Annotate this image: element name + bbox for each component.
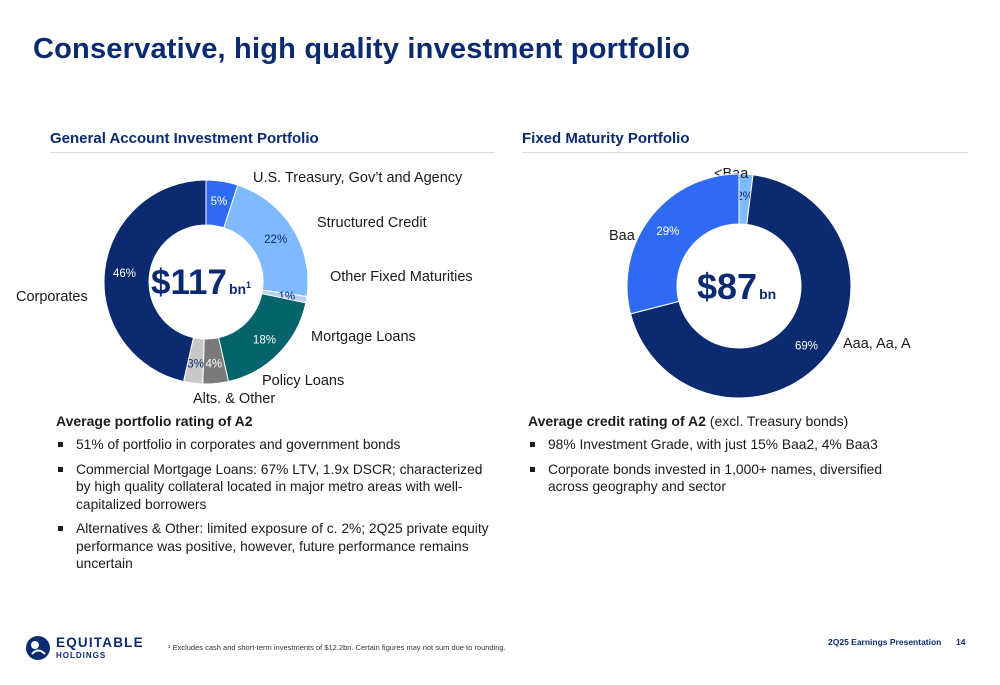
- data-label-structured-credit: 22%: [264, 234, 287, 246]
- company-logo: EQUITABLE HOLDINGS: [22, 633, 162, 663]
- list-item: Commercial Mortgage Loans: 67% LTV, 1.9x…: [54, 461, 499, 514]
- data-label-corporates: 46%: [113, 268, 136, 280]
- category-label-baa: Baa: [609, 228, 636, 244]
- data-label-baa: 2%: [736, 191, 753, 203]
- right-divider: [522, 152, 968, 153]
- list-item: Corporate bonds invested in 1,000+ names…: [526, 461, 926, 496]
- page-number: 14: [956, 637, 966, 647]
- category-label-structured-credit: Structured Credit: [317, 215, 427, 231]
- category-label-aaa-aa-a: Aaa, Aa, A: [843, 336, 911, 352]
- center-total: $117 bn1: [151, 263, 251, 302]
- center-unit: bn: [759, 286, 776, 302]
- list-item: Alternatives & Other: limited exposure o…: [54, 520, 499, 573]
- center-unit: bn: [229, 281, 246, 297]
- general-account-donut-chart: 5% U.S. Treasury, Gov’t and Agency 22% Stru…: [16, 170, 473, 407]
- list-item: 51% of portfolio in corporates and gover…: [54, 436, 499, 454]
- data-label-alts-other: 3%: [187, 358, 204, 370]
- left-lead: Average portfolio rating of A2: [56, 413, 253, 429]
- category-label-corporates: Corporates: [16, 289, 88, 305]
- footnote: ¹ Excludes cash and short-term investmen…: [168, 643, 506, 652]
- list-item: 98% Investment Grade, with just 15% Baa2…: [526, 436, 926, 454]
- presentation-name: 2Q25 Earnings Presentation: [828, 637, 942, 647]
- center-total: $87 bn: [697, 266, 776, 307]
- data-label-u-s-treasury-gov-t-and-agency: 5%: [211, 196, 228, 208]
- center-footnote-marker: 1: [246, 280, 251, 290]
- slice-corporates: [103, 179, 207, 383]
- right-section-heading: Fixed Maturity Portfolio: [522, 130, 690, 147]
- slice-aaa-aa-a: [629, 174, 852, 399]
- page-title: Conservative, high quality investment po…: [33, 33, 691, 65]
- right-lead: Average credit rating of A2 (excl. Treas…: [528, 413, 849, 429]
- category-label-alts-other: Alts. & Other: [193, 391, 275, 407]
- logo-emblem-icon: [26, 636, 50, 660]
- left-bullet-list: 51% of portfolio in corporates and gover…: [54, 436, 499, 580]
- category-label-other-fixed-maturities: Other Fixed Maturities: [330, 269, 473, 285]
- data-label-mortgage-loans: 18%: [253, 335, 276, 347]
- data-label-policy-loans: 4%: [205, 359, 222, 371]
- slice-baa: [626, 173, 740, 315]
- right-bullet-list: 98% Investment Grade, with just 15% Baa2…: [526, 436, 926, 503]
- category-label-policy-loans: Policy Loans: [262, 373, 344, 389]
- left-section-heading: General Account Investment Portfolio: [50, 130, 319, 147]
- data-label-aaa-aa-a: 69%: [795, 341, 818, 353]
- category-label-u-s-treasury-gov-t-and-agency: U.S. Treasury, Gov’t and Agency: [253, 170, 463, 186]
- left-divider: [50, 152, 495, 153]
- data-label-baa: 29%: [656, 226, 679, 238]
- category-label-mortgage-loans: Mortgage Loans: [311, 329, 416, 345]
